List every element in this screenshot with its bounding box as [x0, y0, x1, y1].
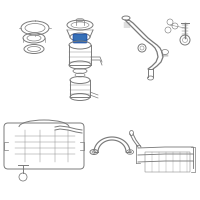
Bar	[145, 152, 190, 172]
FancyBboxPatch shape	[73, 34, 87, 43]
